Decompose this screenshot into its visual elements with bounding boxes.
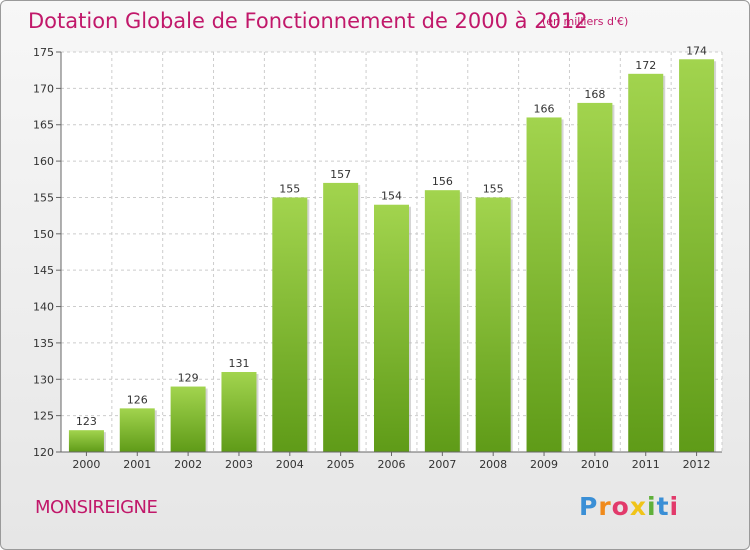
y-tick-label: 165: [33, 119, 54, 132]
bar-value-label: 123: [76, 415, 97, 428]
y-tick-label: 160: [33, 155, 54, 168]
bar: [170, 386, 206, 452]
bar: [374, 204, 409, 452]
y-tick-label: 150: [33, 228, 54, 241]
bar-value-label: 126: [127, 393, 148, 406]
bar: [628, 73, 664, 453]
bar-value-label: 129: [178, 372, 199, 385]
x-tick-label: 2012: [683, 458, 711, 471]
commune-name: MONSIREIGNE: [35, 497, 158, 518]
bar-value-label: 172: [635, 59, 656, 72]
bar-value-label: 155: [279, 182, 300, 195]
bar: [272, 197, 308, 452]
bar-value-label: 131: [228, 357, 249, 370]
x-tick-label: 2000: [72, 458, 100, 471]
bar-value-label: 166: [534, 102, 555, 115]
chart-subtitle: (en milliers d'€): [542, 15, 629, 28]
x-tick-label: 2005: [327, 458, 355, 471]
bar-value-label: 154: [381, 190, 402, 203]
bar: [679, 59, 715, 452]
bar-value-label: 155: [483, 182, 504, 195]
bar-value-label: 174: [686, 44, 707, 57]
bar: [119, 408, 155, 452]
y-tick-label: 140: [33, 301, 54, 314]
bar: [68, 430, 104, 452]
x-tick-label: 2002: [174, 458, 202, 471]
bar: [526, 117, 562, 453]
bar: [424, 190, 460, 452]
chart-title: Dotation Globale de Fonctionnement de 20…: [28, 9, 588, 33]
bar: [221, 372, 257, 452]
y-tick-label: 130: [33, 373, 54, 386]
bar-value-label: 168: [584, 88, 605, 101]
x-tick-label: 2009: [530, 458, 558, 471]
bar-value-label: 157: [330, 168, 351, 181]
y-tick-label: 125: [33, 410, 54, 423]
x-tick-label: 2001: [123, 458, 151, 471]
bar: [577, 102, 613, 452]
x-tick-label: 2008: [479, 458, 507, 471]
axes: 120 125 130 135 140 145 150 155 160 165 170 175 2000…: [33, 46, 722, 471]
x-tick-label: 2010: [581, 458, 609, 471]
x-tick-label: 2011: [632, 458, 660, 471]
bar-value-label: 156: [432, 175, 453, 188]
y-tick-label: 175: [33, 46, 54, 59]
x-tick-label: 2003: [225, 458, 253, 471]
bar: [323, 182, 359, 452]
x-tick-label: 2004: [276, 458, 304, 471]
y-tick-label: 135: [33, 337, 54, 350]
y-tick-label: 170: [33, 82, 54, 95]
y-tick-label: 155: [33, 191, 54, 204]
x-tick-label: 2007: [428, 458, 456, 471]
proxiti-logo: Proxiti: [579, 492, 680, 521]
x-tick-label: 2006: [378, 458, 406, 471]
bars: 123 126 129 131 155 157 154 156 155 166 168 172 174: [68, 44, 717, 453]
y-tick-label: 145: [33, 264, 54, 277]
y-tick-label: 120: [33, 446, 54, 459]
bar: [475, 197, 511, 452]
